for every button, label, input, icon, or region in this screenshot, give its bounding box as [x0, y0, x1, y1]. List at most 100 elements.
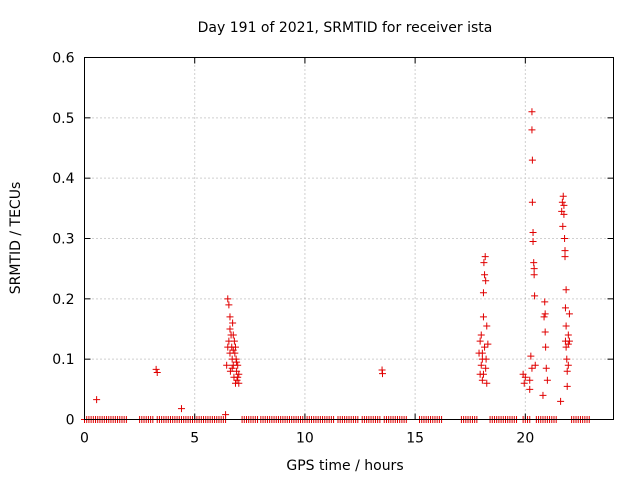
data-point [234, 373, 242, 381]
data-point [559, 222, 567, 230]
data-point [225, 301, 233, 309]
data-point [229, 331, 237, 339]
x-axis-label: GPS time / hours [286, 458, 403, 474]
data-point [228, 364, 236, 372]
data-point [479, 370, 487, 378]
data-point [531, 292, 539, 300]
data-point [233, 376, 241, 384]
data-point [482, 277, 490, 285]
chart-title: Day 191 of 2021, SRMTID for receiver ist… [198, 20, 493, 36]
data-point [481, 271, 489, 279]
data-point [478, 349, 486, 357]
data-point [479, 313, 487, 321]
y-axis-label: SRMTID / TECUs [8, 182, 24, 295]
y-tick-label: 0.3 [52, 232, 74, 248]
data-point [561, 253, 569, 261]
data-point [153, 368, 161, 376]
data-point [484, 340, 492, 348]
x-tick-label: 15 [406, 431, 424, 447]
data-point [477, 361, 485, 369]
x-tick-label: 5 [190, 431, 199, 447]
data-point [530, 265, 538, 273]
data-point [483, 322, 491, 330]
data-point [528, 364, 536, 372]
data-point [476, 337, 484, 345]
grid-layer [84, 57, 614, 420]
tick-labels: 0 5 10 15 20 0 0.1 0.2 0.3 0.4 0.5 0.6 [52, 51, 534, 447]
data-point [226, 313, 234, 321]
x-tick-label: 20 [516, 431, 534, 447]
data-point [530, 259, 538, 267]
data-point [482, 364, 490, 372]
data-point [234, 361, 242, 369]
y-tick-label: 0.2 [52, 292, 74, 308]
data-point [561, 235, 569, 242]
data-point [521, 373, 529, 381]
data-point [226, 367, 234, 375]
data-point [177, 405, 185, 413]
y-tick-label: 0 [66, 413, 75, 429]
data-point [483, 379, 491, 387]
axis-ticks [84, 57, 614, 420]
data-point [529, 238, 537, 246]
data-point [223, 361, 231, 369]
data-point [235, 370, 243, 378]
y-tick-label: 0.5 [52, 111, 74, 127]
data-point [539, 391, 547, 399]
data-point [93, 396, 101, 404]
data-point [152, 365, 160, 373]
data-point [542, 343, 550, 351]
data-point [235, 379, 243, 387]
data-point [230, 337, 238, 345]
data-point [229, 319, 237, 327]
data-point [379, 370, 387, 378]
data-point [541, 328, 549, 336]
data-point [560, 201, 568, 209]
data-point [528, 156, 536, 164]
x-tick-label: 10 [296, 431, 314, 447]
data-point [480, 259, 488, 267]
data-point [531, 361, 539, 369]
data-point [542, 364, 550, 372]
y-tick-label: 0.4 [52, 171, 74, 187]
data-point [526, 376, 534, 384]
data-point [564, 331, 572, 339]
data-point [541, 310, 549, 318]
data-point [481, 253, 489, 261]
data-point [481, 343, 489, 351]
data-point [520, 379, 528, 387]
data-point [541, 298, 549, 306]
data-point [229, 346, 237, 354]
data-point [233, 358, 241, 366]
x-tick-label: 0 [80, 431, 89, 447]
data-point [528, 108, 536, 116]
data-point [224, 295, 232, 303]
data-point [558, 198, 566, 206]
data-point [478, 376, 486, 384]
data-point [528, 126, 536, 134]
data-point [565, 310, 573, 318]
y-tick-label: 0.1 [52, 352, 74, 368]
data-point [529, 228, 537, 236]
data-point [231, 349, 239, 357]
data-point [557, 397, 565, 405]
data-point [562, 286, 570, 294]
data-point [540, 313, 548, 321]
data-point [563, 382, 571, 390]
data-point [527, 352, 535, 360]
data-point [563, 355, 571, 363]
data-point [564, 340, 572, 348]
y-tick-label: 0.6 [52, 51, 74, 67]
data-point [565, 337, 573, 345]
data-point [528, 198, 536, 206]
data-point [559, 192, 567, 200]
data-point [561, 304, 569, 312]
data-point [526, 385, 534, 393]
data-point [563, 367, 571, 375]
data-marks [81, 108, 593, 423]
data-point [543, 376, 551, 384]
data-point [226, 325, 234, 333]
data-point [479, 289, 487, 297]
data-point [477, 331, 485, 339]
data-point [562, 322, 570, 330]
